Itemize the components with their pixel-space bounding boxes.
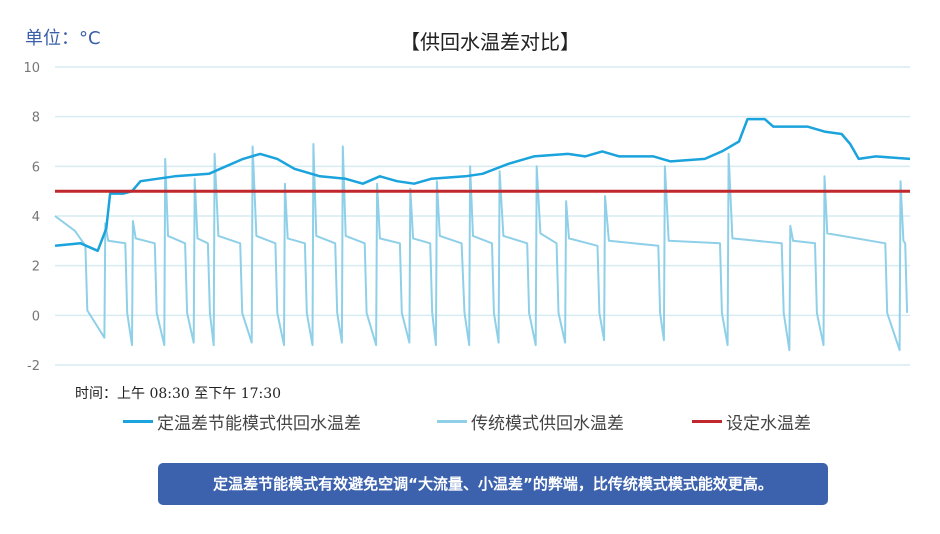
y-tick-label: 10 [23, 61, 40, 76]
legend-swatch [437, 420, 467, 423]
series-line-0 [54, 117, 911, 253]
legend-swatch [123, 420, 153, 423]
y-tick-label: 6 [32, 160, 40, 175]
unit-label: 单位：°C [25, 28, 101, 49]
legend-item-traditional: 传统模式供回水温差 [437, 409, 624, 434]
legend-item-setpoint: 设定水温差 [692, 409, 811, 434]
y-tick-label: -2 [27, 359, 40, 374]
summary-banner: 定温差节能模式有效避免空调“大流量、小温差”的弊端，比传统模式模式能效更高。 [158, 463, 828, 505]
legend-swatch [692, 420, 722, 423]
y-tick-label: 2 [32, 260, 40, 275]
y-tick-label: 0 [32, 309, 40, 324]
legend-item-energy-saving: 定温差节能模式供回水温差 [123, 409, 361, 434]
chart-title: 【供回水温差对比】 [400, 30, 580, 54]
y-tick-label: 8 [32, 111, 40, 126]
y-tick-label: 4 [32, 210, 40, 225]
time-range-label: 时间：上午 08:30 至下午 17:30 [75, 386, 282, 402]
series-line-1 [54, 143, 909, 352]
